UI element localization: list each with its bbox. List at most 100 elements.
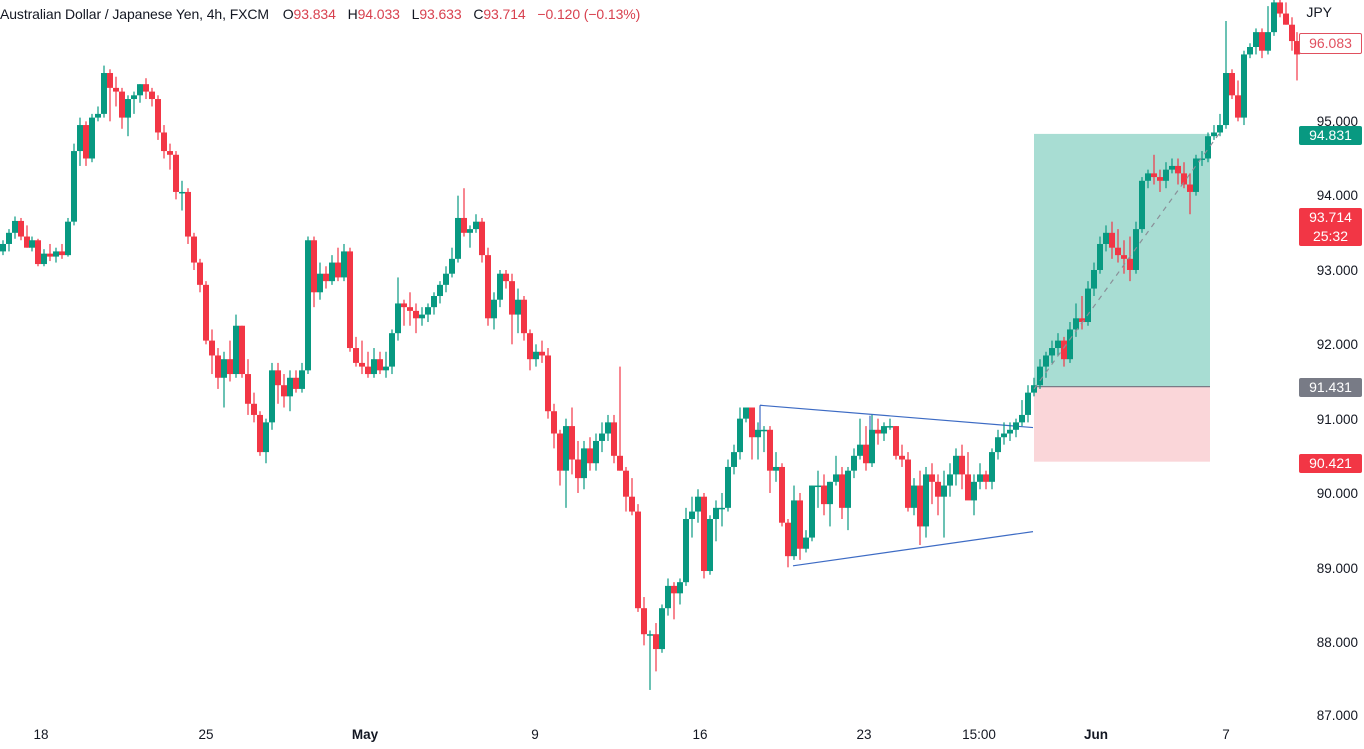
bullish-candle [1265, 32, 1271, 51]
bearish-candle [917, 485, 923, 527]
bearish-candle [797, 500, 803, 549]
bullish-candle [371, 359, 377, 375]
bullish-candle [137, 84, 143, 96]
high-label: H [347, 6, 358, 22]
bullish-candle [809, 485, 815, 538]
bullish-candle [1211, 132, 1217, 137]
close-label: C [473, 6, 484, 22]
bearish-candle [749, 407, 755, 438]
bearish-candle [545, 355, 551, 412]
bearish-candle [701, 496, 707, 572]
bullish-candle [953, 455, 959, 475]
take-profit-tag-value: 94.831 [1309, 127, 1352, 143]
bullish-candle [995, 437, 1001, 453]
bearish-candle [965, 474, 971, 501]
bearish-candle [311, 240, 317, 293]
bullish-candle [743, 407, 749, 419]
bullish-candle [287, 377, 293, 397]
bearish-candle [143, 84, 149, 92]
bearish-candle [251, 403, 257, 415]
price-tick-label: 90.000 [1316, 486, 1358, 501]
time-tick-label: 25 [198, 727, 214, 742]
bullish-candle [1067, 329, 1073, 360]
high-price-tag: 96.083 [1299, 33, 1362, 54]
time-tick-label: May [351, 727, 379, 742]
bearish-candle [527, 333, 533, 360]
bearish-candle [1229, 73, 1235, 96]
bearish-candle [197, 262, 203, 285]
bullish-candle [497, 273, 503, 300]
bullish-candle [599, 433, 605, 441]
bearish-candle [335, 262, 341, 278]
time-tick-label: 15:00 [962, 727, 996, 742]
price-tick-label: 87.000 [1316, 708, 1358, 723]
bullish-candle [53, 251, 59, 257]
bearish-candle [1283, 13, 1289, 25]
loss-zone [1034, 386, 1210, 462]
bearish-candle [1187, 184, 1193, 192]
bullish-candle [815, 485, 821, 488]
bearish-candle [1181, 173, 1187, 185]
bearish-candle [779, 466, 785, 523]
bullish-candle [1091, 269, 1097, 289]
bearish-candle [569, 426, 575, 460]
bullish-candle [947, 474, 953, 486]
bullish-candle [683, 518, 689, 583]
bearish-candle [59, 251, 65, 256]
bearish-candle [905, 459, 911, 508]
bullish-candle [1223, 73, 1229, 126]
bullish-candle [12, 220, 18, 233]
bullish-candle [791, 500, 797, 557]
time-tick-label: 23 [856, 727, 872, 742]
bullish-candle [1073, 318, 1079, 330]
bearish-candle [323, 273, 329, 282]
stop-loss-tag: 90.421 [1299, 454, 1362, 473]
bearish-candle [767, 429, 773, 471]
bullish-candle [605, 422, 611, 434]
entry-price-tag: 91.431 [1299, 378, 1362, 397]
bearish-candle [1289, 24, 1295, 42]
bullish-candle [263, 422, 269, 453]
high-price-tag-value: 96.083 [1309, 35, 1352, 51]
stop-loss-tag-value: 90.421 [1309, 455, 1352, 471]
bearish-candle [239, 325, 245, 375]
bullish-candle [437, 284, 443, 297]
bearish-candle [161, 132, 167, 152]
bullish-candle [761, 429, 767, 432]
bearish-candle [575, 459, 581, 479]
bullish-candle [1193, 158, 1199, 192]
bearish-candle [155, 99, 161, 133]
bullish-candle [95, 113, 101, 118]
bearish-candle [1235, 95, 1241, 118]
bullish-candle [383, 366, 389, 371]
bullish-candle [299, 370, 305, 389]
price-tick-label: 89.000 [1316, 561, 1358, 576]
bullish-candle [1019, 414, 1025, 423]
bearish-candle [1115, 247, 1121, 256]
bearish-candle [167, 151, 173, 155]
bearish-candle [245, 374, 251, 404]
bearish-candle [1175, 165, 1181, 174]
bearish-candle [551, 411, 557, 434]
bearish-candle [107, 73, 113, 88]
bullish-candle [1055, 340, 1061, 349]
bearish-candle [413, 310, 419, 319]
bullish-candle [659, 608, 665, 650]
bearish-candle [479, 221, 485, 256]
bullish-candle [443, 273, 449, 285]
low-value: 93.633 [419, 6, 462, 22]
currency-label[interactable]: JPY [1306, 4, 1332, 20]
bearish-candle [785, 522, 791, 557]
bullish-candle [41, 253, 47, 265]
bearish-candle [227, 359, 233, 375]
bearish-candle [635, 511, 641, 609]
symbol-title[interactable]: Australian Dollar / Japanese Yen, 4h, FX… [0, 6, 269, 22]
bearish-candle [83, 125, 89, 159]
triangle-lower-trendline [792, 531, 1034, 567]
bearish-candle [875, 429, 881, 434]
bullish-candle [923, 474, 929, 527]
bullish-candle [389, 333, 395, 367]
bearish-candle [821, 485, 827, 505]
bearish-candle [209, 340, 215, 356]
